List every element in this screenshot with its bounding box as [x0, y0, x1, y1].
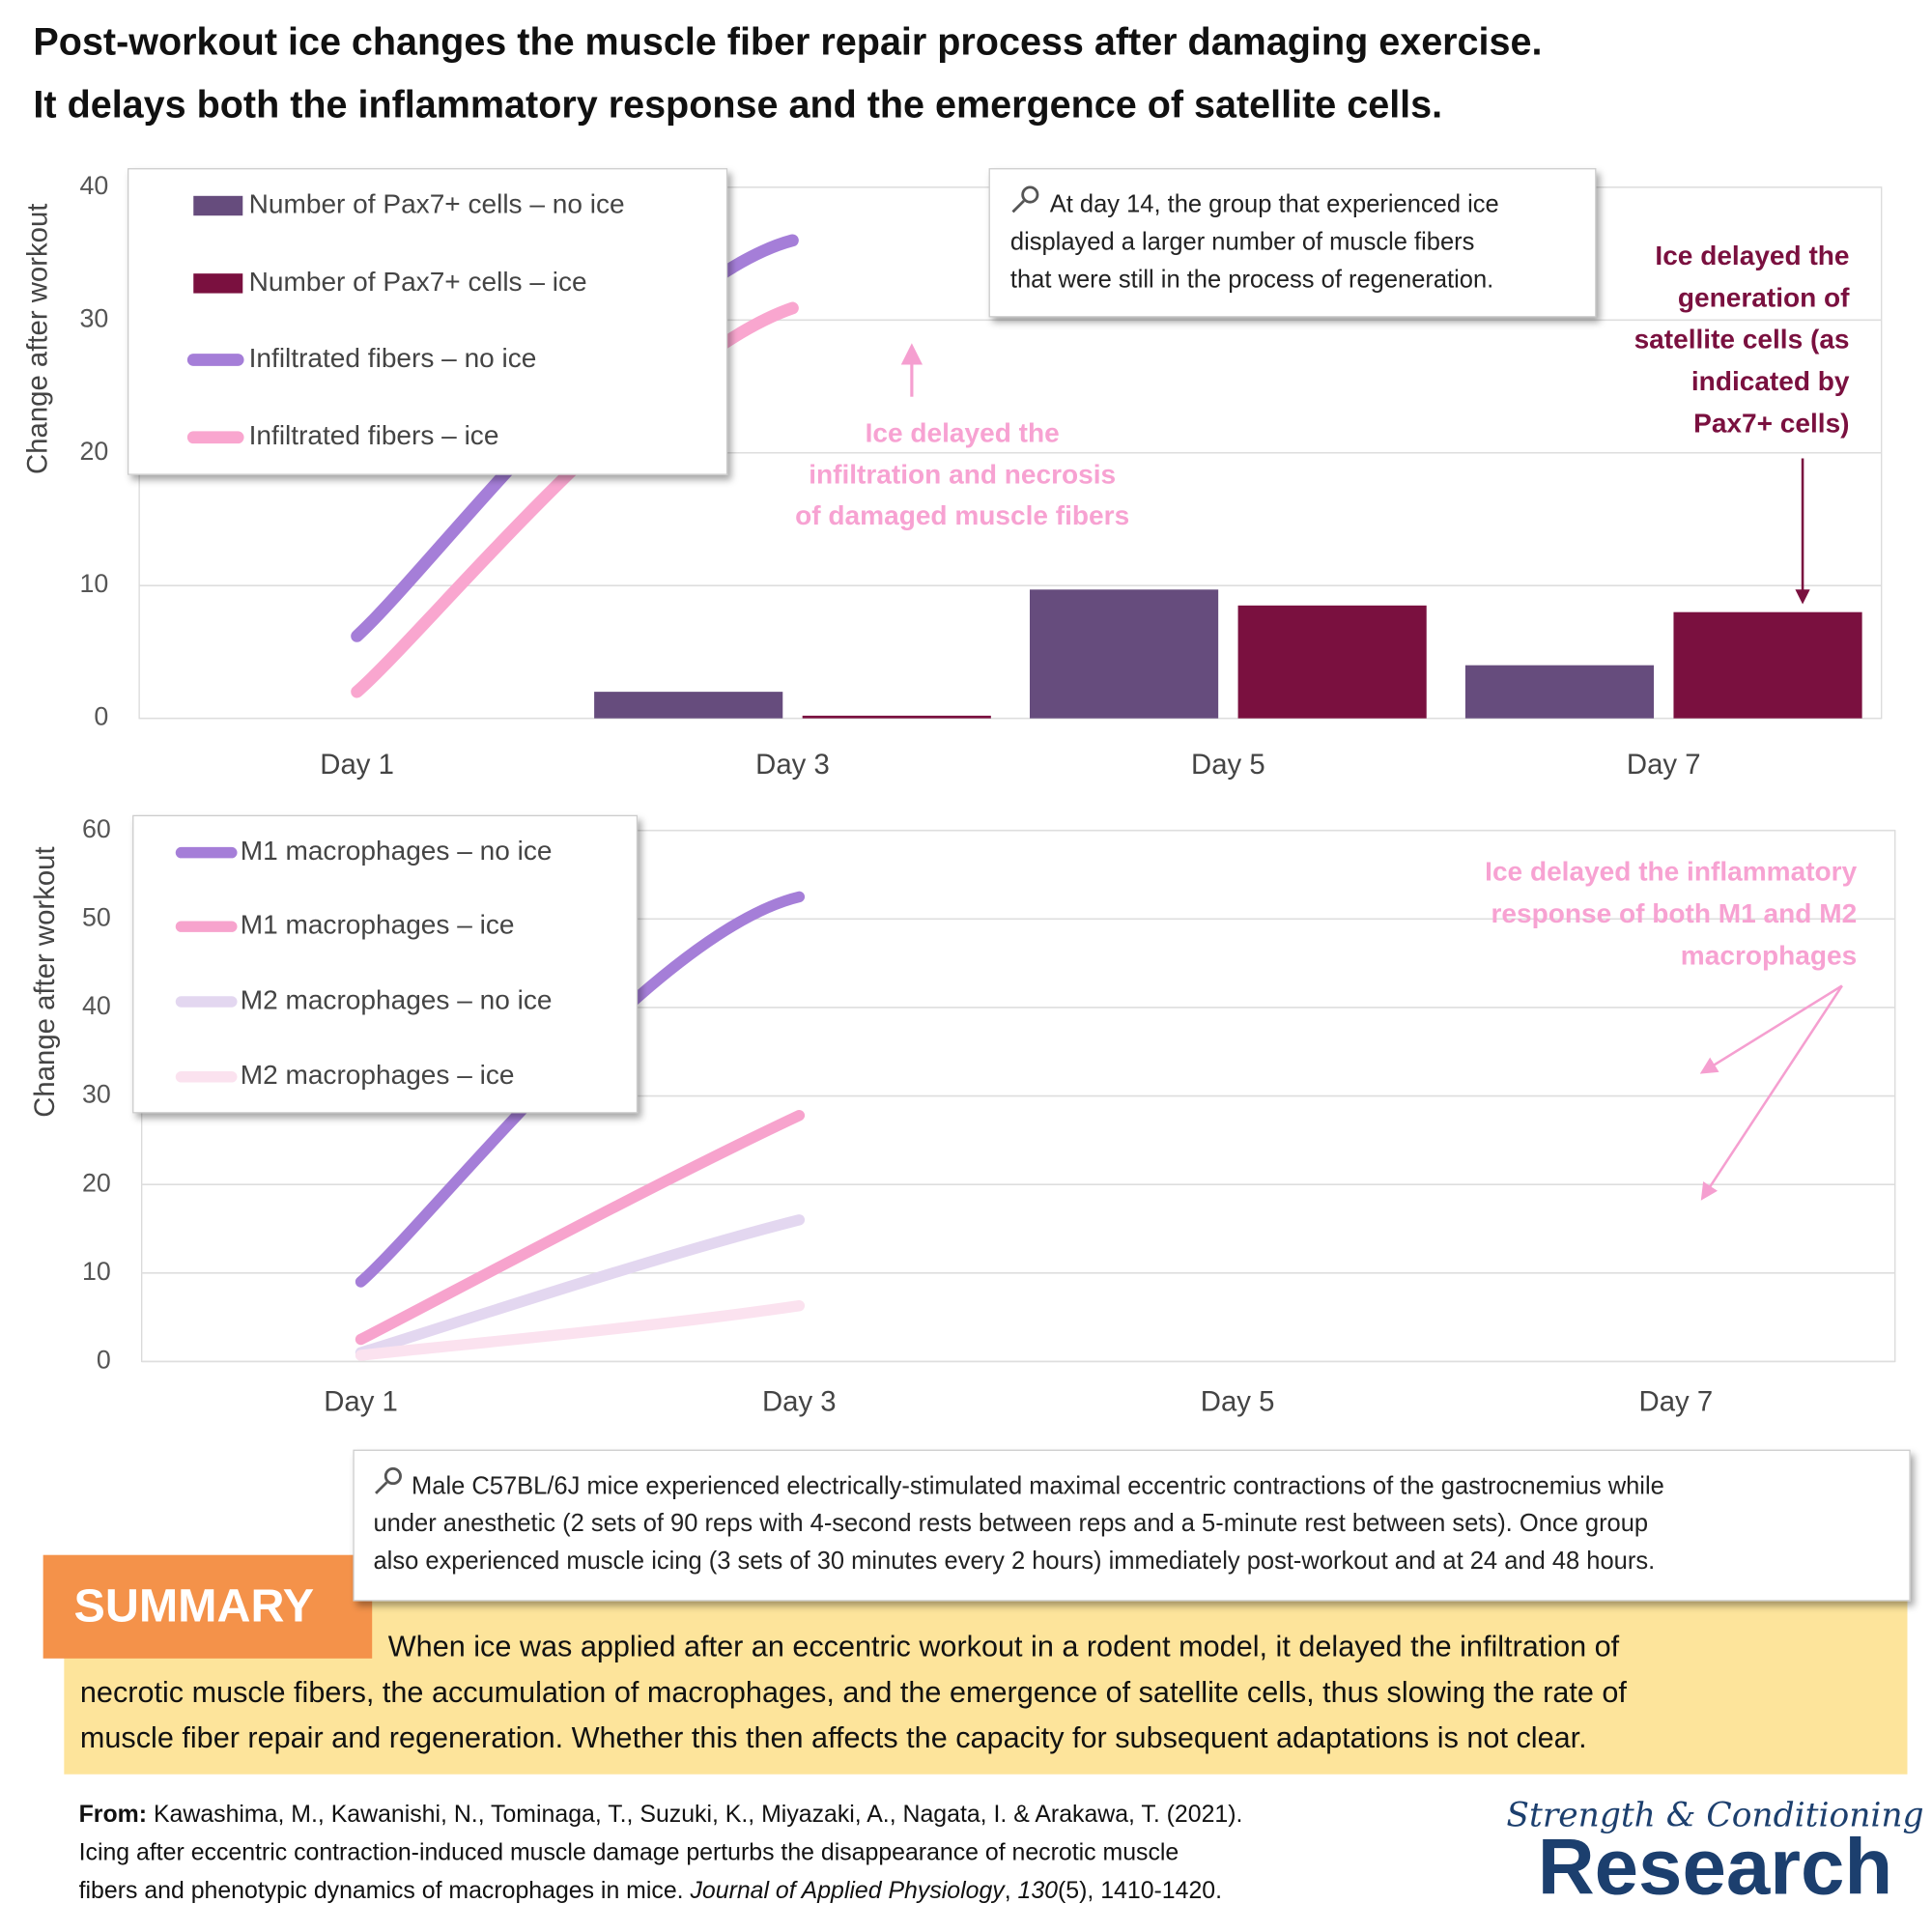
title: It delays both the inflammatory response… [33, 83, 1442, 126]
bar [1237, 605, 1427, 719]
method-text: under anesthetic (2 sets of 90 reps with… [373, 1510, 1648, 1537]
bar [802, 715, 991, 719]
line [355, 1109, 806, 1346]
note-box [353, 1449, 1911, 1602]
bar [1673, 611, 1862, 719]
citation-part: 130 [1018, 1876, 1059, 1903]
legend-label: M2 macrophages – ice [241, 1060, 515, 1090]
legend-label: Infiltrated fibers – ice [249, 420, 499, 450]
y-axis-label: Change after workout [22, 204, 54, 474]
x-tick-label: Day 1 [320, 749, 394, 781]
legend-swatch [193, 195, 243, 216]
annotation: infiltration and necrosis [809, 459, 1116, 489]
y-axis-label: Change after workout [29, 846, 61, 1117]
y-tick-label: 10 [79, 569, 108, 598]
legend-box [132, 814, 639, 1114]
line [355, 1299, 806, 1361]
citation-part: (5), 1410-1420. [1058, 1876, 1222, 1903]
citation-part: fibers and phenotypic dynamics of macrop… [79, 1876, 691, 1903]
y-tick-label: 40 [79, 171, 108, 200]
y-tick-label: 20 [82, 1168, 111, 1197]
citation-part: Kawashima, M., Kawanishi, N., Tominaga, … [147, 1800, 1242, 1827]
summary-text: necrotic muscle fibers, the accumulation… [80, 1676, 1628, 1709]
overlay-layer: Post-workout ice changes the muscle fibe… [33, 20, 1923, 1911]
citation-line: From: Kawashima, M., Kawanishi, N., Tomi… [79, 1800, 1243, 1827]
y-tick-label: 50 [82, 902, 111, 931]
x-tick-label: Day 5 [1201, 1386, 1275, 1418]
legend-label: Number of Pax7+ cells – no ice [249, 188, 625, 218]
annotation: generation of [1678, 282, 1850, 312]
note-text: At day 14, the group that experienced ic… [1050, 191, 1499, 218]
legend-box [128, 168, 728, 475]
annotation: response of both M1 and M2 [1492, 898, 1858, 928]
y-tick-label: 10 [82, 1257, 111, 1286]
x-tick-label: Day 7 [1627, 749, 1701, 781]
x-tick-label: Day 1 [324, 1386, 398, 1418]
legend-label: Number of Pax7+ cells – ice [249, 267, 587, 297]
summary-label-box [43, 1554, 373, 1659]
annotation: of damaged muscle fibers [795, 500, 1129, 530]
magnifier-icon [375, 1467, 402, 1494]
bar [594, 692, 783, 719]
x-tick-label: Day 3 [755, 749, 830, 781]
bar [1464, 665, 1655, 719]
y-tick-label: 60 [82, 814, 111, 843]
bar [1030, 589, 1219, 719]
annotation: indicated by [1691, 366, 1850, 396]
legend-label: Infiltrated fibers – no ice [249, 343, 537, 373]
annotation: Ice delayed the inflammatory [1485, 857, 1857, 887]
annotation: Ice delayed the [866, 418, 1060, 448]
citation-part: From: [79, 1800, 147, 1827]
y-tick-label: 0 [94, 702, 108, 731]
citation-part: Icing after eccentric contraction-induce… [79, 1838, 1179, 1865]
legend-swatch [193, 273, 243, 294]
citation-line: Icing after eccentric contraction-induce… [79, 1838, 1179, 1865]
line [351, 301, 799, 698]
summary-text: When ice was applied after an eccentric … [388, 1631, 1620, 1663]
note-box [988, 168, 1597, 318]
method-text: also experienced muscle icing (3 sets of… [373, 1548, 1655, 1575]
legend-label: M1 macrophages – no ice [241, 836, 553, 866]
summary-label: SUMMARY [74, 1580, 315, 1633]
annotation: satellite cells (as [1634, 325, 1850, 355]
annotation: Pax7+ cells) [1693, 408, 1849, 438]
method-text: Male C57BL/6J mice experienced electrica… [412, 1472, 1664, 1499]
y-tick-label: 40 [82, 991, 111, 1020]
y-tick-label: 30 [79, 303, 108, 332]
logo-word: Research [1538, 1823, 1893, 1911]
annotation: Ice delayed the [1655, 241, 1849, 270]
citation-part: , [1005, 1876, 1018, 1903]
summary-text: muscle fiber repair and regeneration. Wh… [80, 1721, 1587, 1754]
marks-layer [351, 234, 1862, 1361]
note-text: that were still in the process of regene… [1010, 267, 1493, 294]
annotation-arrow [1699, 984, 1843, 1074]
x-tick-label: Day 3 [762, 1386, 837, 1418]
y-tick-label: 20 [79, 437, 108, 466]
y-tick-label: 0 [97, 1346, 111, 1375]
annotation-arrow [1700, 984, 1843, 1201]
x-tick-label: Day 7 [1639, 1386, 1714, 1418]
citation-line: fibers and phenotypic dynamics of macrop… [79, 1876, 1222, 1903]
citation-part: Journal of Applied Physiology [689, 1876, 1006, 1903]
annotation: macrophages [1681, 940, 1857, 970]
y-tick-label: 30 [82, 1080, 111, 1109]
x-tick-label: Day 5 [1191, 749, 1265, 781]
legend-label: M1 macrophages – ice [241, 910, 515, 940]
line [355, 1214, 806, 1359]
note-text: displayed a larger number of muscle fibe… [1010, 229, 1474, 256]
magnifier-icon [1011, 185, 1039, 213]
legend-label: M2 macrophages – no ice [241, 984, 553, 1014]
title: Post-workout ice changes the muscle fibe… [33, 20, 1542, 63]
logo-script: Strength & Conditioning [1506, 1796, 1923, 1834]
